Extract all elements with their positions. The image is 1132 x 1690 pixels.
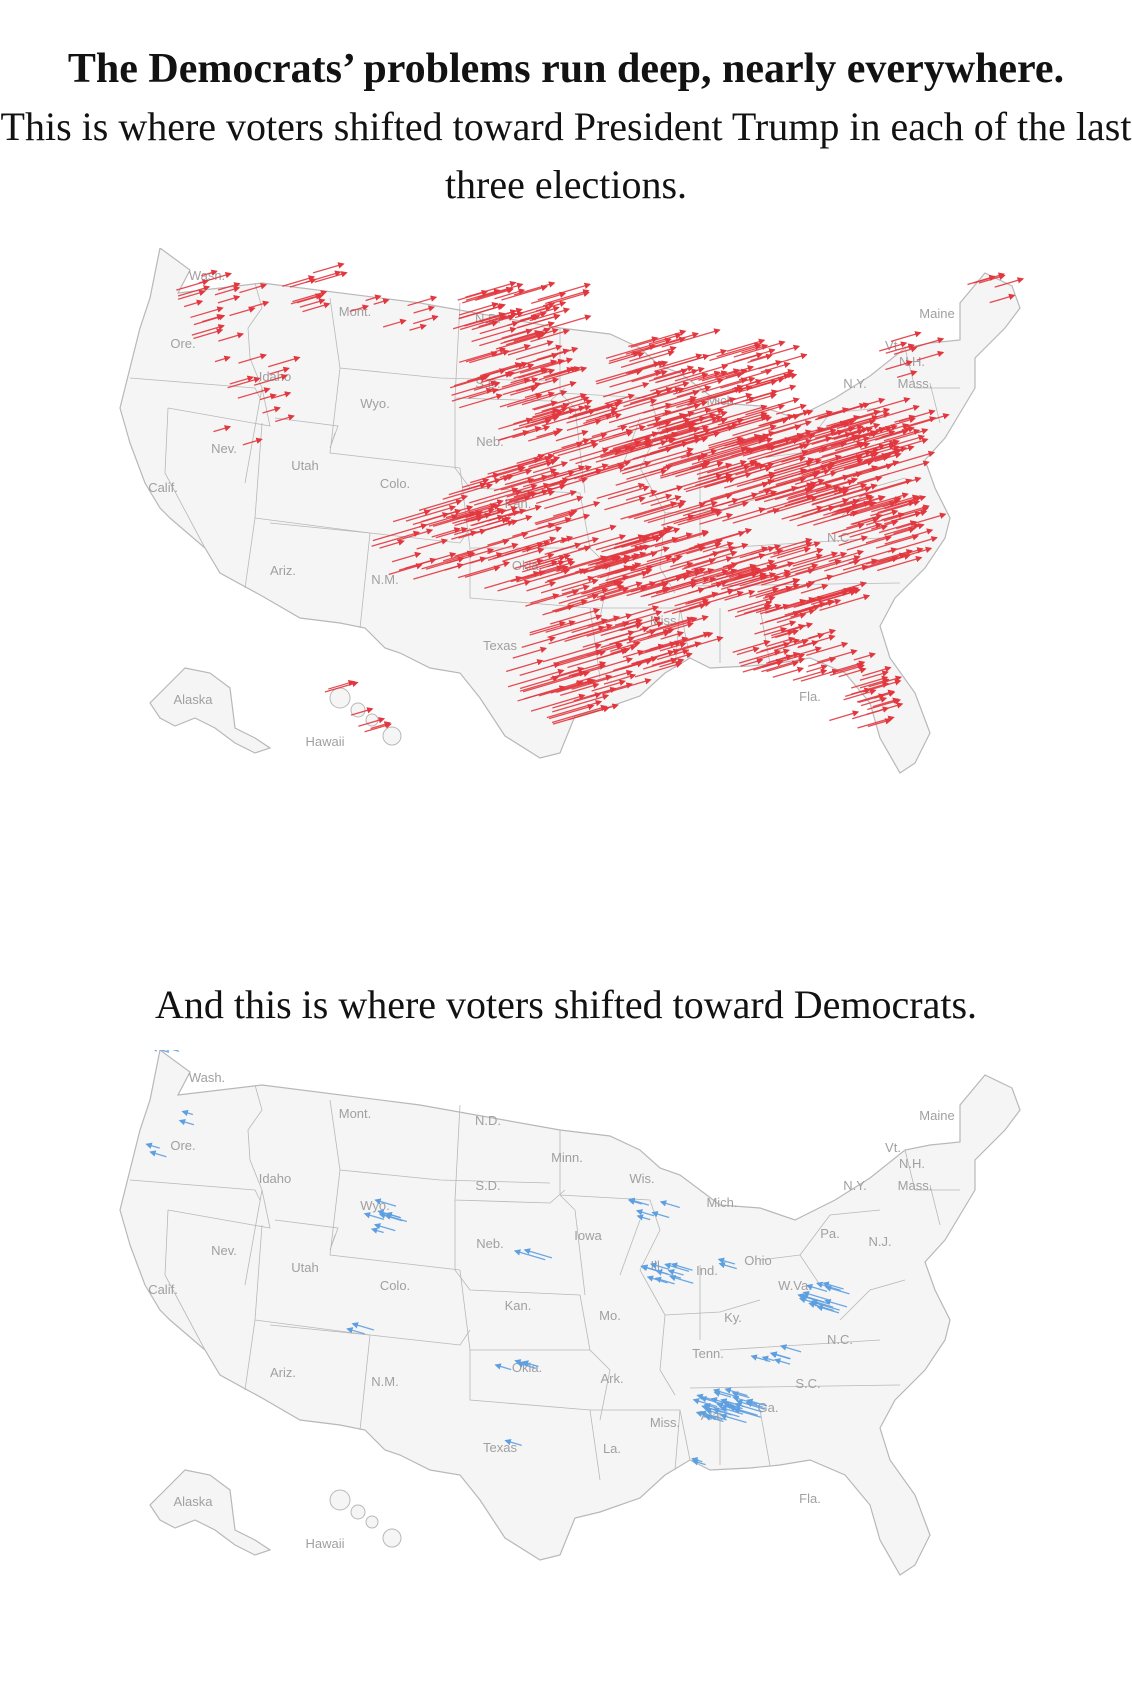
- state-label: N.Y.: [843, 376, 867, 391]
- state-label: N.H.: [899, 1156, 925, 1171]
- shift-arrow: [773, 668, 803, 677]
- state-label: Neb.: [476, 1236, 503, 1251]
- contiguous-us-shape: [120, 1050, 1020, 1575]
- state-label: Wash.: [189, 1070, 225, 1085]
- state-label: Ark.: [600, 1371, 623, 1386]
- state-label: Alaska: [173, 1494, 213, 1509]
- state-label: Calif.: [148, 1282, 178, 1297]
- hawaii-island-shape: [383, 1529, 401, 1547]
- state-label: Wyo.: [360, 1198, 390, 1213]
- state-label: Pa.: [820, 1226, 840, 1241]
- state-label: Okla.: [512, 1360, 542, 1375]
- state-label: N.J.: [868, 1234, 891, 1249]
- state-label: Vt.: [885, 1140, 901, 1155]
- state-label: S.D.: [475, 1178, 500, 1193]
- state-label: Hawaii: [305, 1536, 344, 1551]
- democrat-shift-map: Wash. Ore. Calif. Nev. Idaho Mont. Wyo. Utah Col…: [0, 1050, 1132, 1690]
- state-label: Tenn.: [692, 1346, 724, 1361]
- second-heading: And this is where voters shifted toward …: [0, 976, 1132, 1034]
- state-label: Nev.: [211, 1243, 237, 1258]
- state-label: Colo.: [380, 1278, 410, 1293]
- state-label: Idaho: [259, 1171, 292, 1186]
- shift-arrow: [761, 364, 790, 372]
- state-label: Kan.: [505, 1298, 532, 1313]
- alaska-shape: [150, 1470, 270, 1555]
- shift-arrow: [543, 292, 589, 305]
- state-label: Ky.: [724, 1310, 742, 1325]
- state-label: Texas: [483, 638, 517, 653]
- state-label: Mich.: [706, 1195, 737, 1210]
- state-label: N.H.: [899, 354, 925, 369]
- state-label: Mass.: [898, 376, 933, 391]
- hawaii-island-shape: [330, 688, 350, 708]
- state-label: Mass.: [898, 1178, 933, 1193]
- state-label: Iowa: [574, 1228, 602, 1243]
- subhead: This is where voters shifted toward Pres…: [0, 98, 1132, 214]
- shift-arrow: [662, 330, 720, 347]
- state-label: N.M.: [371, 1374, 398, 1389]
- state-label: Neb.: [476, 434, 503, 449]
- state-label: Colo.: [380, 476, 410, 491]
- state-label: S.C.: [795, 1376, 820, 1391]
- alaska-shape: [150, 668, 270, 753]
- shift-arrow: [659, 355, 701, 367]
- state-label: Ohio: [744, 1253, 771, 1268]
- state-label: Calif.: [148, 480, 178, 495]
- state-label: Ore.: [170, 1138, 195, 1153]
- state-label: Ariz.: [270, 563, 296, 578]
- state-label: Alaska: [173, 692, 213, 707]
- state-label: Fla.: [799, 1491, 821, 1506]
- state-label: N.D.: [475, 1113, 501, 1128]
- state-label: Maine: [919, 306, 954, 321]
- state-label: Maine: [919, 1108, 954, 1123]
- state-label: Utah: [291, 1260, 318, 1275]
- state-label: Ind.: [696, 1263, 718, 1278]
- us-outline: [120, 1050, 1020, 1575]
- state-label: N.M.: [371, 572, 398, 587]
- shift-arrow: [717, 344, 760, 357]
- hawaii-island-shape: [383, 727, 401, 745]
- state-label: Nev.: [211, 441, 237, 456]
- shift-arrow: [829, 712, 858, 720]
- state-label: W.Va.: [778, 1278, 812, 1293]
- state-label: Idaho: [259, 369, 292, 384]
- trump-shift-map: Wash.Ore.Calif.Nev.IdahoMont.Wyo.UtahCol…: [0, 248, 1132, 888]
- hawaii-island-shape: [351, 1505, 365, 1519]
- shift-arrow: [313, 264, 343, 273]
- shift-arrow: [741, 345, 766, 353]
- shift-arrow: [531, 293, 565, 303]
- headline: The Democrats’ problems run deep, nearly…: [0, 40, 1132, 98]
- state-label: Mo.: [599, 1308, 621, 1323]
- hawaii-island-shape: [366, 1516, 378, 1528]
- state-label: La.: [603, 1441, 621, 1456]
- state-label: N.C.: [827, 1332, 853, 1347]
- state-label: N.Y.: [843, 1178, 867, 1193]
- state-label: Utah: [291, 458, 318, 473]
- hawaii-island-shape: [330, 1490, 350, 1510]
- shift-arrow: [315, 273, 347, 282]
- state-label: Wyo.: [360, 396, 390, 411]
- state-label: Wis.: [629, 1171, 654, 1186]
- state-label: Fla.: [799, 689, 821, 704]
- state-label: Hawaii: [305, 734, 344, 749]
- state-label: Ariz.: [270, 1365, 296, 1380]
- state-label: Miss.: [650, 1415, 680, 1430]
- state-label: Mont.: [339, 1106, 372, 1121]
- hawaii-island-shape: [366, 714, 378, 726]
- state-label: Minn.: [551, 1150, 583, 1165]
- state-label: Ore.: [170, 336, 195, 351]
